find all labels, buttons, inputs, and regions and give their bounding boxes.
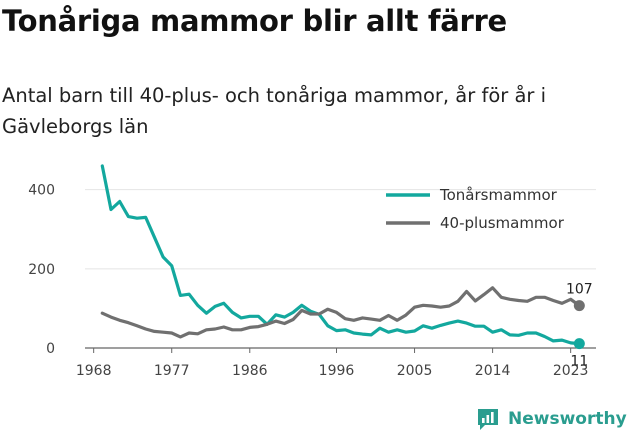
x-tick-label: 2023 xyxy=(553,363,589,379)
newsworthy-logo-icon xyxy=(478,409,498,430)
series-layer xyxy=(100,164,585,350)
end-value-label-1: 107 xyxy=(566,282,593,298)
legend-label-1: 40-plusmammor xyxy=(440,214,565,232)
brand-name: Newsworthy xyxy=(508,409,627,429)
x-tick-label: 1977 xyxy=(154,363,190,379)
legend-label-0: Tonårsmammor xyxy=(439,186,558,204)
x-tick-label: 2014 xyxy=(475,363,511,379)
x-tick-label: 1968 xyxy=(76,363,112,379)
axis-layer: 0 200 400 1968 1977 1986 1996 2005 2014 2023 xyxy=(28,183,588,379)
grid-layer xyxy=(85,189,596,349)
chart-legend: Tonårsmammor 40-plusmammor xyxy=(386,186,565,232)
x-tick-label: 2005 xyxy=(397,363,433,379)
chart-subtitle: Antal barn till 40-plus- och tonåriga ma… xyxy=(2,84,547,138)
brand-footer: Newsworthy xyxy=(475,406,627,432)
series-end-point-1 xyxy=(573,300,585,312)
y-tick-label: 400 xyxy=(28,183,55,199)
chart-title: Tonåriga mammor blir allt färre xyxy=(2,4,507,38)
y-tick-label: 0 xyxy=(46,341,55,357)
series-end-point-0 xyxy=(573,338,585,350)
end-labels-layer: 11 107 xyxy=(566,282,593,370)
series-line-1 xyxy=(100,286,581,339)
x-tick-label: 1996 xyxy=(319,363,355,379)
series-line-0 xyxy=(100,164,581,346)
line-chart: 0 200 400 1968 1977 1986 1996 2005 2014 2023 Tonå… xyxy=(28,164,596,379)
y-tick-label: 200 xyxy=(28,262,55,278)
end-value-label-0: 11 xyxy=(570,354,588,370)
x-tick-label: 1986 xyxy=(232,363,268,379)
